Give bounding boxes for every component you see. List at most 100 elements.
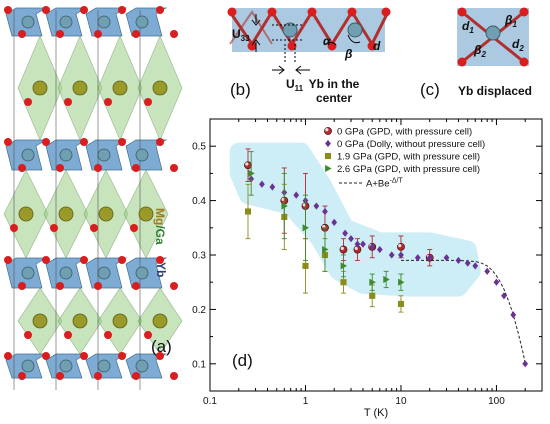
oxygen-atom — [18, 30, 26, 38]
oxygen-atom — [94, 164, 102, 172]
y-tick-label: 0.3 — [192, 251, 206, 262]
data-point — [398, 278, 405, 286]
data-point — [354, 240, 361, 248]
u33-arrow-up — [251, 39, 261, 52]
oxygen-atom — [56, 30, 64, 38]
data-point — [244, 161, 252, 170]
mg-ga-atom — [138, 206, 154, 222]
oxygen-atom — [80, 352, 88, 360]
data-point — [293, 191, 300, 199]
yb-atom — [135, 266, 149, 280]
beta-arc — [347, 34, 361, 44]
data-point — [302, 224, 310, 232]
oxygen-atom — [80, 6, 88, 14]
mg-ga-atom — [72, 80, 88, 96]
yb-site-label: Yb — [154, 262, 168, 277]
oxygen-atom — [18, 372, 26, 380]
panel-b-caption-line2: center — [316, 91, 352, 105]
mg-ga-atom — [152, 313, 168, 329]
oxygen-atom — [132, 164, 140, 172]
yb-atom — [21, 359, 35, 373]
mg-ga-atom — [112, 80, 128, 96]
data-point — [342, 229, 348, 237]
data-point — [455, 256, 462, 265]
oxygen-atom — [227, 7, 237, 17]
yb-atom — [21, 266, 35, 280]
alpha-arc — [323, 42, 337, 46]
oxygen-atom — [42, 138, 50, 146]
y-tick-label: 0.5 — [192, 142, 206, 153]
panel-d-label: (d) — [232, 351, 253, 370]
data-series — [244, 148, 529, 368]
data-point — [360, 240, 366, 248]
legend-label: 0 GPa (GPD, with pressure cell) — [337, 127, 472, 138]
d1-label: d1 — [462, 19, 474, 35]
oxygen-atom — [287, 41, 297, 51]
axis-ticks: 0.1 1 10 100 0.1 0.2 0.3 0.4 0.5 — [192, 119, 543, 407]
oxygen-atom — [307, 7, 317, 17]
data-point — [322, 245, 329, 254]
data-point — [443, 254, 450, 262]
data-point-shine — [245, 162, 249, 166]
oxygen-atom — [64, 331, 72, 339]
data-point — [397, 300, 405, 308]
oxygen-atom — [170, 282, 178, 290]
data-point — [244, 208, 252, 215]
data-point — [348, 235, 354, 243]
oxygen-atom — [4, 352, 12, 360]
y-tick-label: 0.4 — [192, 196, 206, 207]
data-point — [269, 183, 276, 191]
data-point — [340, 262, 348, 270]
series-3 — [248, 151, 405, 291]
highlight-blob — [229, 142, 481, 297]
oxygen-atom — [42, 256, 50, 264]
x-tick-label: 100 — [488, 396, 505, 407]
crystal-structure-panel: (a) Mg/Ga Yb — [3, 6, 183, 390]
oxygen-atom — [118, 138, 126, 146]
d-label: d — [373, 39, 381, 53]
oxygen-bond-chain-b2 — [229, 10, 273, 45]
y-tick-label: 0.1 — [192, 359, 206, 370]
oxygen-atom — [170, 372, 178, 380]
yb-atom — [59, 148, 73, 162]
oxygen-atom — [104, 331, 112, 339]
data-point — [340, 279, 347, 286]
u11-label: U11 — [286, 77, 304, 93]
y-tick-label: 0.2 — [192, 305, 206, 316]
oxygen-atom — [267, 7, 277, 17]
u33-label: U33 — [232, 27, 250, 43]
data-point — [281, 202, 288, 210]
mg-ga-atom — [98, 206, 114, 222]
data-point — [522, 360, 529, 368]
data-point — [484, 267, 491, 275]
data-point — [376, 245, 383, 254]
yb-atom — [59, 266, 73, 280]
data-point — [369, 243, 376, 251]
oxygen-atom — [42, 6, 50, 14]
yb-atom-b1 — [282, 22, 298, 38]
yb-displaced-panel: d1 d2 β1 β2 (c) Yb displaced — [420, 7, 532, 99]
oxygen-atom-c1 — [457, 7, 467, 17]
data-point — [339, 245, 348, 254]
oxygen-atom — [94, 30, 102, 38]
mg-ga-atom — [152, 80, 168, 96]
oxygen-atom — [367, 41, 377, 51]
legend-label: 2.6 GPa (GPD, with pressure cell) — [337, 164, 480, 175]
oxygen-atom — [118, 6, 126, 14]
oxygen-atom — [50, 224, 58, 232]
oxygen-atom — [4, 138, 12, 146]
u33-arrow-down — [251, 14, 261, 26]
legend-marker — [325, 139, 331, 148]
data-point — [322, 207, 328, 216]
data-point — [464, 259, 471, 267]
data-point — [414, 254, 421, 262]
data-point — [369, 292, 376, 299]
data-point — [248, 169, 255, 177]
data-point — [383, 275, 390, 284]
chart-panel: 0.1 1 10 100 0.1 0.2 0.3 0.4 0.5 0 GPa (GPD, wit… — [192, 118, 543, 419]
data-point-shine — [340, 246, 344, 250]
oxygen-atom — [247, 41, 257, 51]
panel-c-caption: Yb displaced — [458, 84, 532, 98]
panel-b-label: (b) — [230, 80, 251, 99]
